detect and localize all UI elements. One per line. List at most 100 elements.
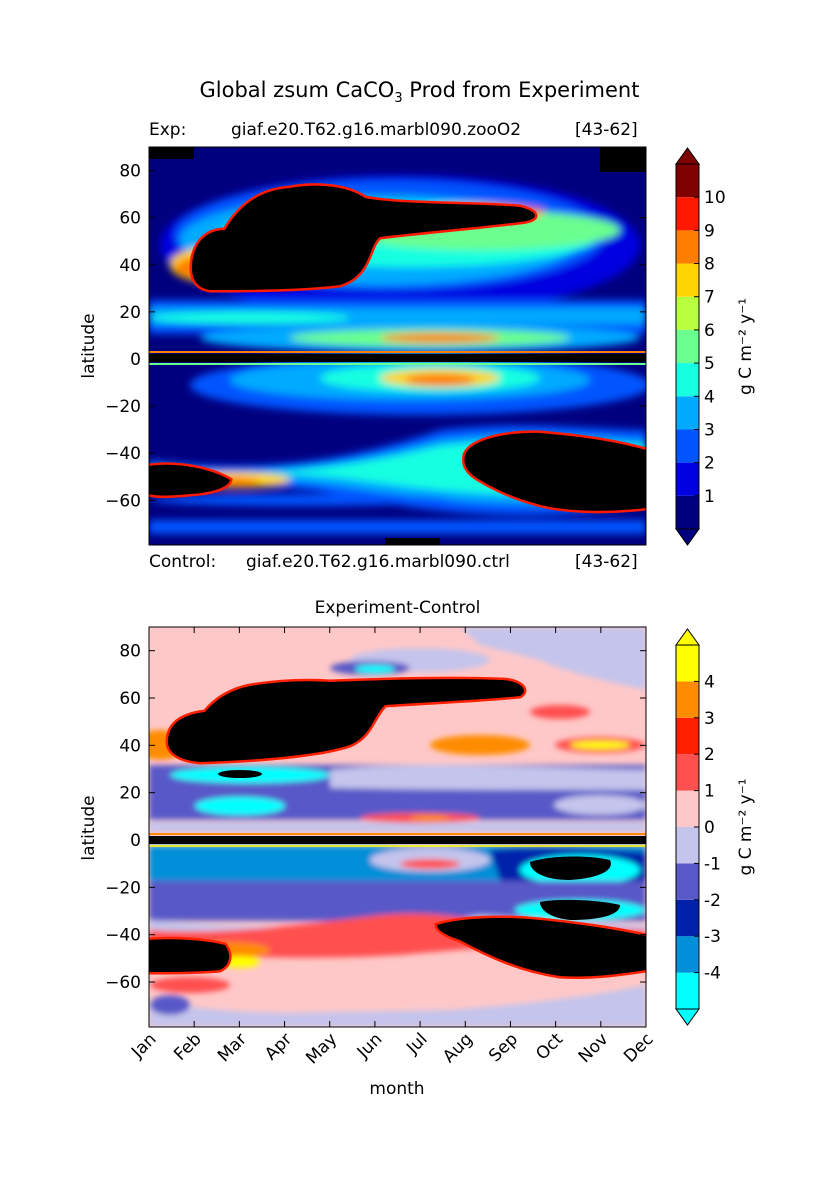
- colorbar-label: g C m⁻² y⁻¹: [736, 298, 756, 395]
- x-tick-label: Aug: [439, 1029, 477, 1067]
- x-tick-label: Jun: [353, 1029, 387, 1063]
- y-tick-label: 20: [119, 303, 141, 323]
- colorbar-tick-label: -1: [704, 854, 721, 874]
- y-tick-label: 0: [130, 831, 141, 851]
- colorbar-segment: [676, 717, 699, 755]
- x-tick-label: May: [302, 1029, 341, 1068]
- colorbar-segment: [676, 363, 699, 397]
- diff-x-label: month: [369, 1079, 424, 1099]
- exp-colorbar: 10 9 8 7 6 5 4 3 2 1 g C m⁻² y⁻¹: [675, 147, 756, 546]
- colorbar-segment: [676, 296, 699, 330]
- ctrl-case-name: giaf.e20.T62.g16.marbl090.ctrl: [246, 552, 510, 572]
- colorbar-frame: [675, 163, 700, 530]
- colorbar-segment: [676, 164, 699, 198]
- diff-mask-nh: [168, 679, 524, 762]
- y-tick-label: 20: [119, 784, 141, 804]
- colorbar-tick-label: -3: [704, 927, 721, 947]
- exp-mask-sw: [149, 464, 230, 496]
- colorbar-tick-label: 1: [704, 487, 715, 507]
- colorbar-label: g C m⁻² y⁻¹: [736, 778, 756, 875]
- colorbar-segment: [676, 329, 699, 364]
- y-tick-label: −20: [105, 878, 141, 898]
- colorbar-segment: [676, 230, 699, 264]
- exp-label: Exp:: [149, 120, 187, 140]
- colorbar-segment: [676, 754, 699, 791]
- y-tick-label: 40: [119, 736, 141, 756]
- colorbar-extend-min: [675, 1008, 700, 1026]
- y-tick-label: 0: [130, 350, 141, 370]
- exp-case-name: giaf.e20.T62.g16.marbl090.zooO2: [231, 120, 522, 140]
- x-tick-label: Oct: [532, 1029, 567, 1064]
- exp-equator-mask: [149, 354, 646, 362]
- colorbar-segment: [676, 197, 699, 231]
- colorbar-segment: [676, 495, 699, 529]
- colorbar-tick-label: -2: [704, 891, 721, 911]
- colorbar-tick-label: 5: [704, 354, 715, 374]
- colorbar-segment: [676, 396, 699, 430]
- x-tick-label: Apr: [261, 1029, 296, 1064]
- colorbar-segment: [676, 429, 699, 463]
- exp-y-label: latitude: [79, 313, 99, 378]
- colorbar-extend-max: [675, 628, 700, 646]
- diff-field: [149, 627, 646, 1027]
- ctrl-years: [43-62]: [575, 552, 638, 572]
- colorbar-segment: [676, 462, 699, 496]
- diff-y-label: latitude: [79, 795, 99, 860]
- colorbar-tick-label: 9: [704, 221, 715, 241]
- y-tick-label: 40: [119, 256, 141, 276]
- colorbar-tick-label: 10: [704, 188, 726, 208]
- diff-mask-sw: [149, 939, 230, 972]
- colorbar-extend-max: [675, 147, 700, 165]
- y-tick-label: −40: [105, 926, 141, 946]
- x-tick-label: Feb: [170, 1029, 205, 1064]
- exp-years: [43-62]: [575, 120, 638, 140]
- colorbar-segment: [676, 681, 699, 718]
- colorbar-segment: [676, 899, 699, 937]
- colorbar-tick-label: 3: [704, 709, 715, 729]
- colorbar-segment: [676, 263, 699, 297]
- colorbar-tick-label: 3: [704, 420, 715, 440]
- x-tick-label: Jul: [402, 1029, 431, 1058]
- colorbar-segment: [676, 972, 699, 1009]
- y-tick-label: 80: [119, 642, 141, 662]
- exp-y-ticks: 80 60 40 20 0 −20 −40 −60: [105, 162, 646, 511]
- colorbar-segment: [676, 645, 699, 682]
- y-tick-label: −60: [105, 491, 141, 511]
- x-tick-label: Jan: [127, 1029, 160, 1062]
- colorbar-tick-label: 1: [704, 782, 715, 802]
- colorbar-extend-min: [675, 528, 700, 546]
- x-tick-label: Mar: [214, 1029, 251, 1066]
- exp-mask-nh: [192, 185, 535, 290]
- colorbar-tick-label: 8: [704, 255, 715, 275]
- colorbar-tick-label: 2: [704, 745, 715, 765]
- y-tick-label: −40: [105, 444, 141, 464]
- y-tick-label: 80: [119, 162, 141, 182]
- diff-panel-title: Experiment-Control: [314, 598, 481, 618]
- colorbar-tick-label: 0: [704, 818, 715, 838]
- colorbar-segment: [676, 790, 699, 827]
- x-tick-label: Sep: [485, 1029, 522, 1066]
- ctrl-label: Control:: [149, 552, 217, 572]
- colorbar-tick-label: 4: [704, 672, 715, 692]
- colorbar-segment: [676, 936, 699, 973]
- diff-equator-mask: [149, 836, 646, 844]
- y-tick-label: 60: [119, 209, 141, 229]
- diff-colorbar: 4 3 2 1 0 -1 -2 -3 -4 g C m⁻² y⁻¹: [675, 628, 756, 1026]
- diff-y-ticks: 80 60 40 20 0 −20 −40 −60: [105, 642, 646, 993]
- y-tick-label: −60: [105, 973, 141, 993]
- colorbar-tick-label: 2: [704, 454, 715, 474]
- diff-mask-sh: [437, 917, 646, 977]
- colorbar-segment: [676, 827, 699, 864]
- y-tick-label: 60: [119, 689, 141, 709]
- figure-title: Global zsum CaCO3 Prod from Experiment: [199, 78, 640, 107]
- x-tick-label: Dec: [620, 1029, 657, 1066]
- colorbar-tick-label: 7: [704, 288, 715, 308]
- x-tick-label: Nov: [575, 1029, 613, 1067]
- colorbar-tick-label: 6: [704, 321, 715, 341]
- colorbar-tick-label: -4: [704, 964, 721, 984]
- y-tick-label: −20: [105, 397, 141, 417]
- colorbar-tick-label: 4: [704, 387, 715, 407]
- exp-mask-sh: [464, 432, 646, 511]
- colorbar-segment: [676, 863, 699, 900]
